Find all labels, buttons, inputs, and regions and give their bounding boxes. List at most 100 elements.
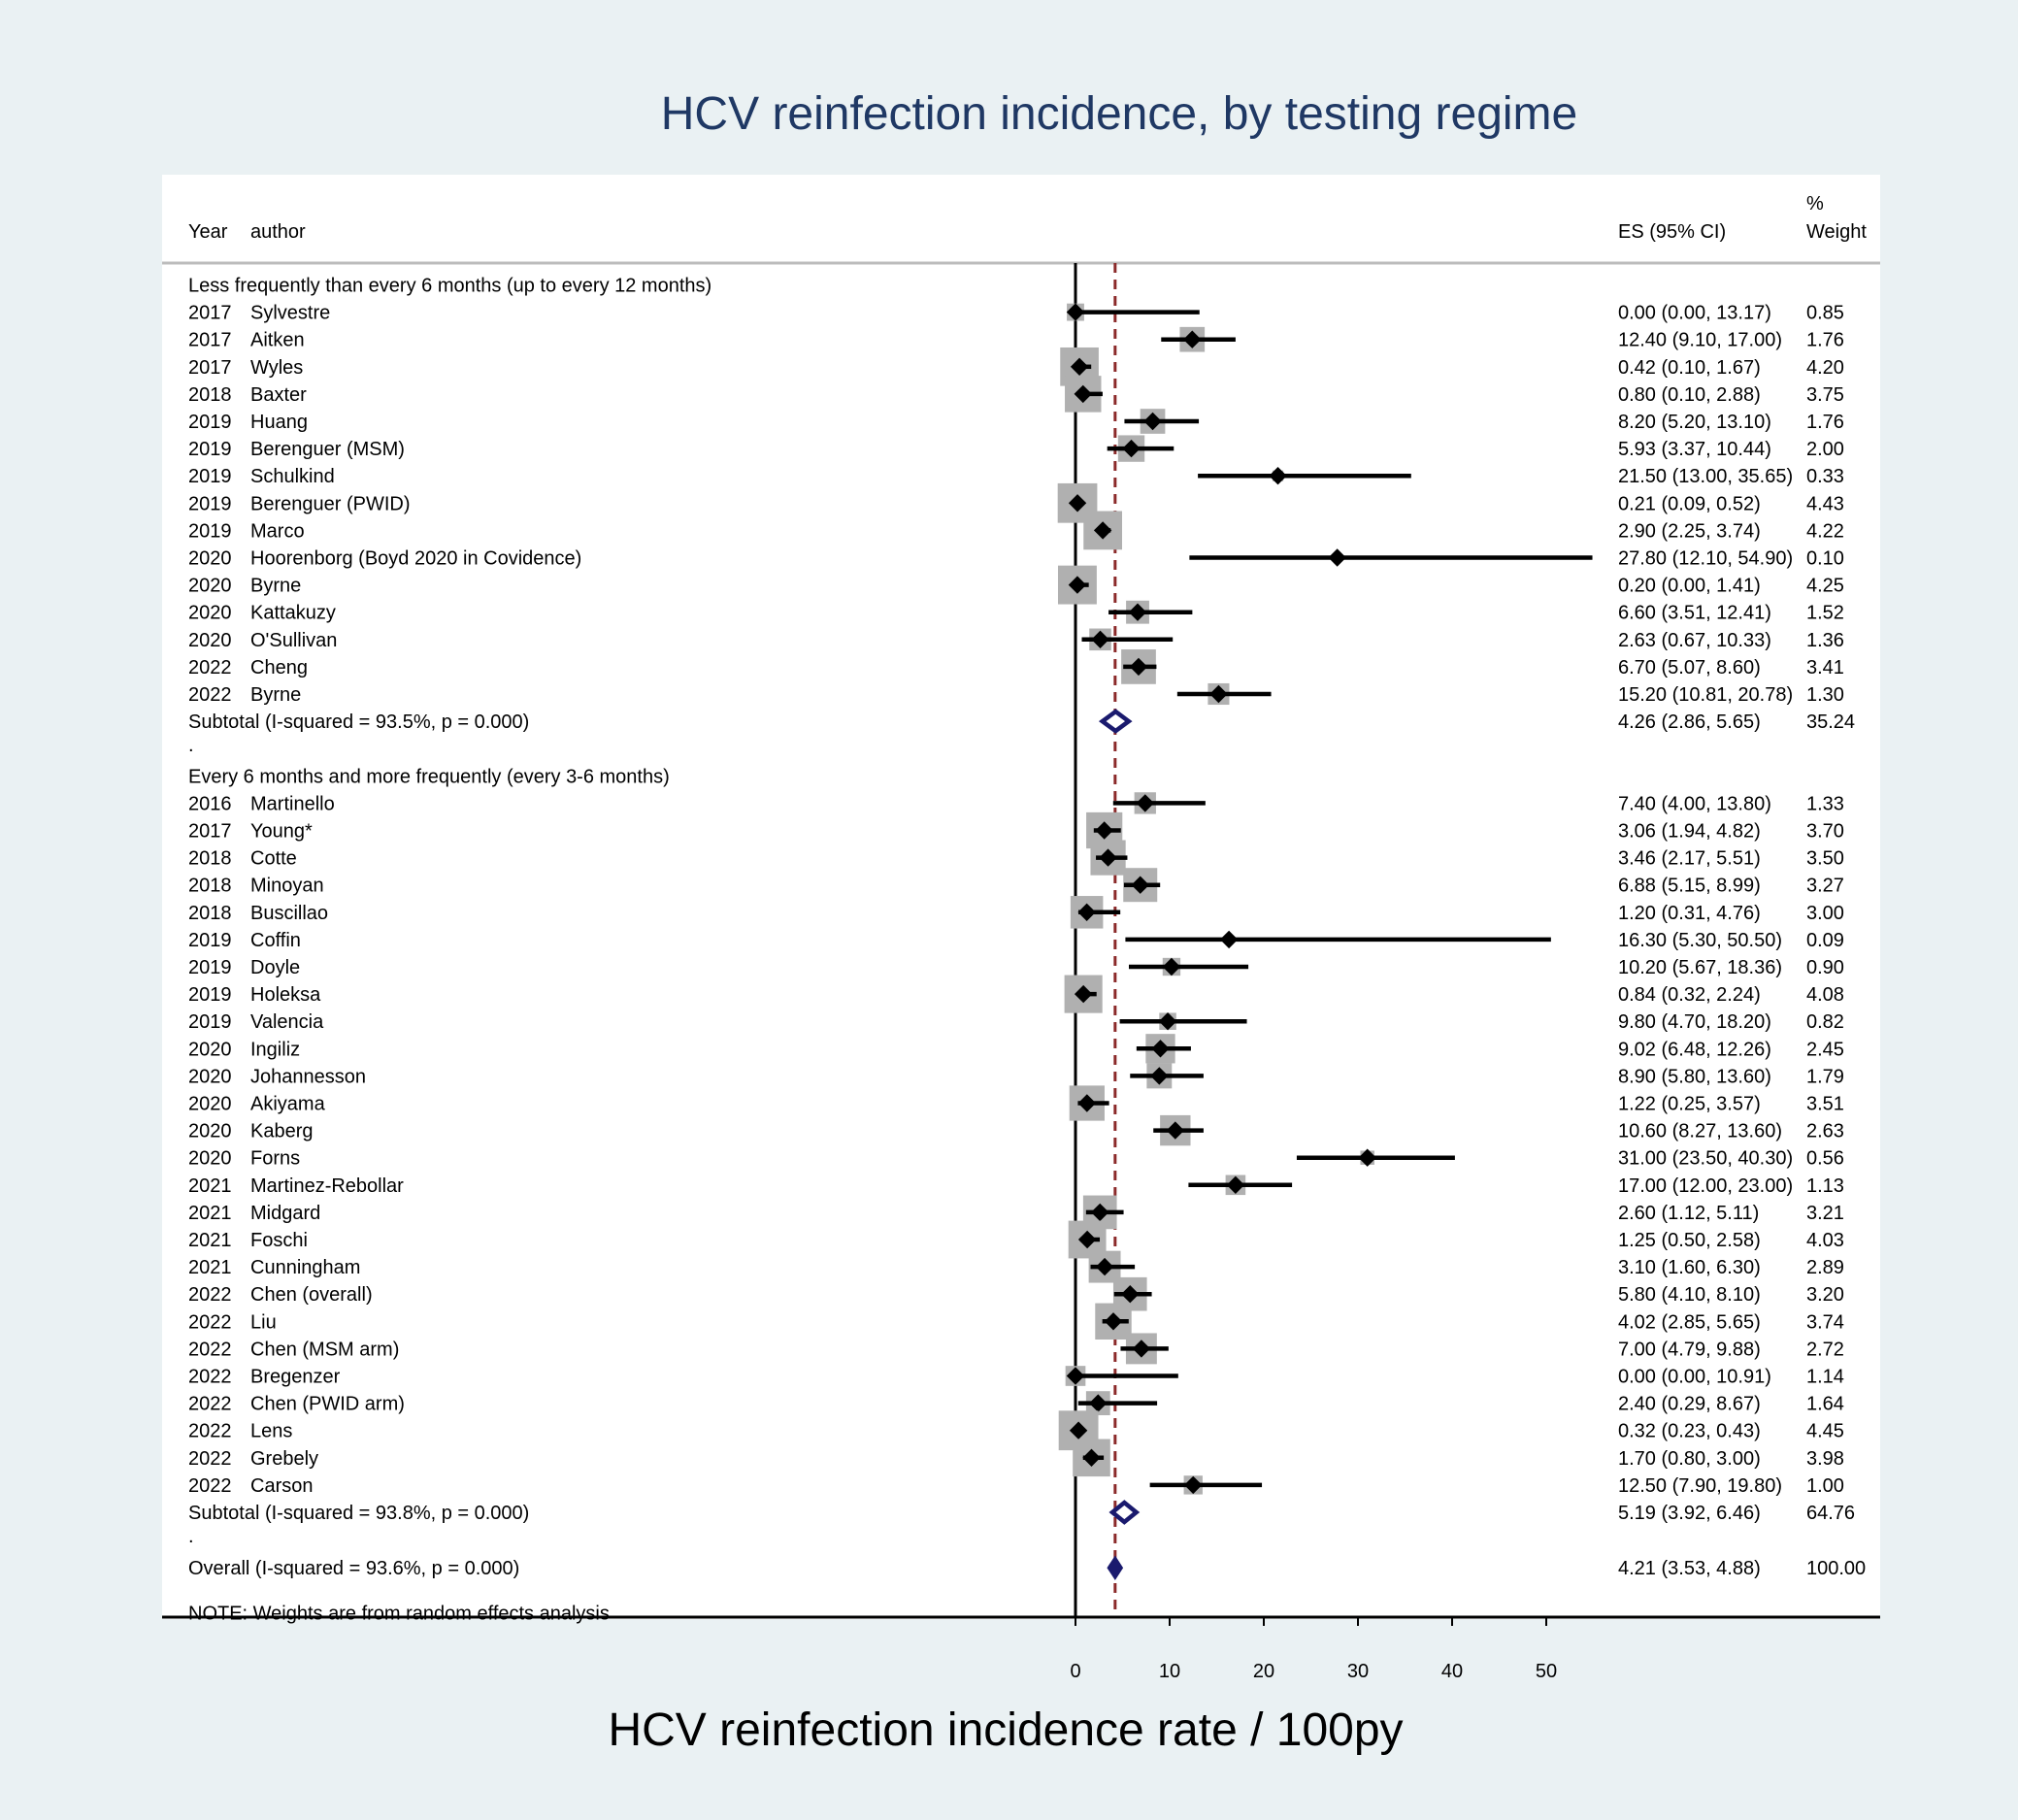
- study-weight: 3.74: [1806, 1311, 1844, 1333]
- study-weight: 1.13: [1806, 1175, 1844, 1197]
- study-author: Baxter: [250, 384, 307, 406]
- point-estimate: [1226, 1175, 1245, 1195]
- point-estimate: [1077, 903, 1096, 922]
- study-weight: 4.22: [1806, 520, 1844, 542]
- study-es-ci: 17.00 (12.00, 23.00): [1618, 1175, 1793, 1197]
- point-estimate: [1128, 603, 1147, 621]
- study-es-ci: 0.32 (0.23, 0.43): [1618, 1421, 1761, 1442]
- study-weight: 1.00: [1806, 1475, 1844, 1497]
- study-year: 2018: [188, 384, 232, 406]
- study-year: 2021: [188, 1230, 232, 1251]
- header-year: Year: [188, 221, 228, 243]
- study-year: 2019: [188, 957, 232, 978]
- study-year: 2018: [188, 848, 232, 870]
- point-estimate: [1077, 1094, 1097, 1112]
- study-year: 2022: [188, 1284, 232, 1306]
- study-year: 2020: [188, 548, 232, 570]
- x-tick-label: 0: [1070, 1661, 1080, 1682]
- study-year: 2019: [188, 439, 232, 460]
- study-es-ci: 0.00 (0.00, 10.91): [1618, 1367, 1771, 1388]
- study-es-ci: 1.70 (0.80, 3.00): [1618, 1448, 1761, 1470]
- study-year: 2018: [188, 876, 232, 897]
- point-estimate: [1066, 303, 1085, 321]
- chart-title: HCV reinfection incidence, by testing re…: [661, 88, 1577, 140]
- study-author: Cunningham: [250, 1257, 360, 1278]
- study-es-ci: 0.20 (0.00, 1.41): [1618, 576, 1761, 597]
- study-es-ci: 0.00 (0.00, 13.17): [1618, 303, 1771, 324]
- study-author: Holeksa: [250, 984, 321, 1006]
- study-year: 2019: [188, 466, 232, 487]
- point-estimate: [1074, 384, 1092, 404]
- point-estimate: [1209, 684, 1228, 704]
- overall-weight: 100.00: [1806, 1558, 1866, 1579]
- study-year: 2020: [188, 1148, 232, 1170]
- subtotal-es-ci: 5.19 (3.92, 6.46): [1618, 1503, 1761, 1524]
- study-weight: 3.00: [1806, 903, 1844, 924]
- study-weight: 4.08: [1806, 984, 1844, 1006]
- point-estimate: [1093, 521, 1112, 540]
- group-separator: .: [188, 1526, 194, 1547]
- study-year: 2020: [188, 630, 232, 651]
- study-author: Kaberg: [250, 1121, 314, 1142]
- study-year: 2019: [188, 930, 232, 951]
- point-estimate: [1132, 1340, 1151, 1358]
- study-author: Wyles: [250, 357, 303, 379]
- study-author: Ingiliz: [250, 1039, 300, 1060]
- study-author: Grebely: [250, 1448, 318, 1470]
- study-author: Akiyama: [250, 1094, 326, 1115]
- study-author: Lens: [250, 1421, 292, 1442]
- study-es-ci: 3.06 (1.94, 4.82): [1618, 821, 1761, 843]
- study-author: Johannesson: [250, 1066, 366, 1087]
- study-year: 2017: [188, 303, 232, 324]
- study-year: 2020: [188, 576, 232, 597]
- point-estimate: [1183, 330, 1202, 348]
- plot-panel: [162, 175, 1880, 1619]
- study-year: 2022: [188, 1311, 232, 1333]
- study-year: 2022: [188, 1448, 232, 1470]
- point-estimate: [1066, 1367, 1085, 1385]
- study-year: 2018: [188, 903, 232, 924]
- study-weight: 2.72: [1806, 1339, 1844, 1360]
- study-es-ci: 0.42 (0.10, 1.67): [1618, 357, 1761, 379]
- study-es-ci: 7.40 (4.00, 13.80): [1618, 793, 1771, 814]
- study-es-ci: 2.60 (1.12, 5.11): [1618, 1203, 1759, 1224]
- study-es-ci: 16.30 (5.30, 50.50): [1618, 930, 1782, 951]
- study-author: Chen (overall): [250, 1284, 373, 1306]
- study-weight: 1.30: [1806, 684, 1844, 706]
- subtotal-weight: 64.76: [1806, 1503, 1855, 1524]
- study-es-ci: 21.50 (13.00, 35.65): [1618, 466, 1793, 487]
- study-author: Cheng: [250, 657, 308, 678]
- subtotal-label: Subtotal (I-squared = 93.8%, p = 0.000): [188, 1503, 529, 1524]
- study-es-ci: 0.84 (0.32, 2.24): [1618, 984, 1761, 1006]
- point-estimate: [1150, 1067, 1169, 1085]
- study-weight: 0.90: [1806, 957, 1844, 978]
- study-weight: 1.14: [1806, 1367, 1844, 1388]
- header-weight-percent: %: [1806, 193, 1824, 215]
- point-estimate: [1091, 1203, 1109, 1222]
- study-year: 2020: [188, 603, 232, 624]
- study-author: Bregenzer: [250, 1367, 341, 1388]
- point-estimate: [1131, 876, 1149, 894]
- study-weight: 2.89: [1806, 1257, 1844, 1278]
- subtotal-diamond: [1098, 709, 1133, 734]
- study-weight: 1.64: [1806, 1394, 1844, 1415]
- group-separator: .: [188, 735, 194, 756]
- point-estimate: [1162, 957, 1181, 976]
- study-weight: 1.79: [1806, 1066, 1844, 1087]
- header-es: ES (95% CI): [1618, 221, 1726, 243]
- study-es-ci: 8.20 (5.20, 13.10): [1618, 412, 1771, 433]
- study-year: 2022: [188, 1421, 232, 1442]
- study-es-ci: 9.80 (4.70, 18.20): [1618, 1011, 1771, 1033]
- group-label: Less frequently than every 6 months (up …: [188, 276, 711, 297]
- study-year: 2020: [188, 1039, 232, 1060]
- study-author: Valencia: [250, 1011, 324, 1033]
- study-year: 2022: [188, 657, 232, 678]
- x-axis-label: HCV reinfection incidence rate / 100py: [608, 1704, 1403, 1756]
- study-author: Martinello: [250, 793, 335, 814]
- study-year: 2020: [188, 1121, 232, 1142]
- study-es-ci: 6.88 (5.15, 8.99): [1618, 876, 1761, 897]
- study-weight: 1.76: [1806, 330, 1844, 351]
- study-author: Chen (MSM arm): [250, 1339, 399, 1360]
- study-es-ci: 1.20 (0.31, 4.76): [1618, 903, 1761, 924]
